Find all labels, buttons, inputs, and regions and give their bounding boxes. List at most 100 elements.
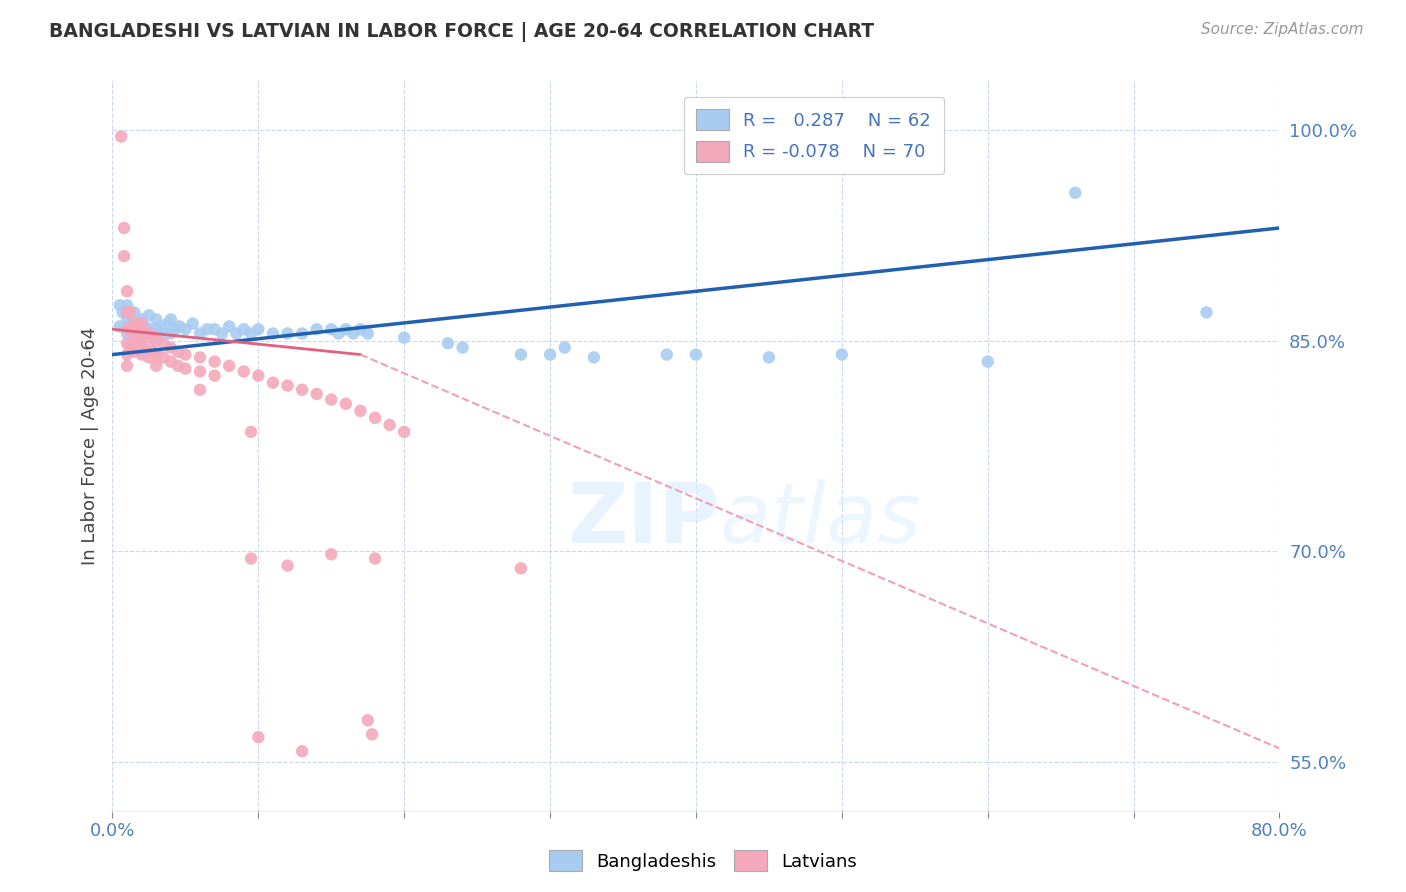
Point [115, 298, 138, 312]
Point [305, 322, 328, 336]
Point [181, 317, 204, 331]
Text: atlas: atlas [720, 479, 921, 559]
Point [169, 319, 191, 334]
Point [232, 322, 254, 336]
Point [291, 875, 314, 889]
Legend: R =   0.287    N = 62, R = -0.078    N = 70: R = 0.287 N = 62, R = -0.078 N = 70 [683, 96, 943, 175]
Point [145, 347, 167, 362]
Point [291, 326, 314, 341]
Point [149, 319, 172, 334]
Point [655, 347, 678, 362]
Point [128, 336, 150, 351]
Point [145, 322, 167, 336]
Point [131, 317, 153, 331]
Point [188, 383, 211, 397]
Point [124, 315, 146, 329]
Point [240, 425, 263, 439]
Point [276, 558, 298, 573]
Point [437, 336, 460, 351]
Point [124, 305, 146, 319]
Point [976, 354, 998, 368]
Point [305, 387, 328, 401]
Point [509, 347, 531, 362]
Point [451, 341, 474, 355]
Point [361, 727, 384, 741]
Point [108, 319, 131, 334]
Point [115, 326, 138, 341]
Point [138, 341, 160, 355]
Point [247, 322, 270, 336]
Point [118, 341, 141, 355]
Point [174, 347, 197, 362]
Point [115, 336, 138, 351]
Point [152, 326, 174, 341]
Point [240, 326, 263, 341]
Point [124, 331, 146, 345]
Legend: Bangladeshis, Latvians: Bangladeshis, Latvians [541, 843, 865, 879]
Point [247, 368, 270, 383]
Point [364, 551, 387, 566]
Point [335, 397, 357, 411]
Text: BANGLADESHI VS LATVIAN IN LABOR FORCE | AGE 20-64 CORRELATION CHART: BANGLADESHI VS LATVIAN IN LABOR FORCE | … [49, 22, 875, 42]
Point [115, 347, 138, 362]
Point [160, 354, 183, 368]
Point [134, 344, 156, 359]
Point [218, 359, 240, 373]
Point [138, 326, 160, 341]
Point [276, 326, 298, 341]
Point [378, 417, 401, 432]
Point [131, 326, 153, 341]
Y-axis label: In Labor Force | Age 20-64: In Labor Force | Age 20-64 [80, 326, 98, 566]
Point [357, 326, 380, 341]
Point [276, 378, 298, 392]
Point [115, 322, 138, 336]
Point [342, 326, 364, 341]
Point [128, 319, 150, 334]
Point [321, 547, 343, 561]
Point [335, 322, 357, 336]
Point [247, 730, 270, 744]
Point [349, 322, 371, 336]
Point [134, 319, 156, 334]
Point [124, 344, 146, 359]
Point [124, 326, 146, 341]
Point [131, 347, 153, 362]
Point [122, 317, 145, 331]
Point [211, 326, 233, 341]
Point [225, 326, 247, 341]
Point [538, 347, 561, 362]
Point [218, 319, 240, 334]
Point [142, 331, 165, 345]
Point [394, 331, 416, 345]
Point [115, 359, 138, 373]
Point [291, 744, 314, 758]
Point [118, 319, 141, 334]
Point [111, 305, 134, 319]
Point [262, 326, 284, 341]
Point [188, 326, 211, 341]
Point [582, 351, 605, 365]
Point [554, 341, 576, 355]
Point [160, 326, 183, 341]
Text: ZIP: ZIP [567, 479, 720, 559]
Point [138, 322, 160, 336]
Point [142, 344, 165, 359]
Point [321, 322, 343, 336]
Point [1064, 186, 1087, 200]
Point [174, 322, 197, 336]
Point [321, 392, 343, 407]
Point [118, 305, 141, 319]
Point [138, 351, 160, 365]
Point [195, 322, 218, 336]
Point [1195, 305, 1218, 319]
Point [174, 361, 197, 376]
Point [128, 322, 150, 336]
Point [188, 351, 211, 365]
Point [138, 308, 160, 322]
Point [152, 351, 174, 365]
Point [204, 354, 226, 368]
Text: Source: ZipAtlas.com: Source: ZipAtlas.com [1201, 22, 1364, 37]
Point [115, 305, 138, 319]
Point [262, 376, 284, 390]
Point [115, 312, 138, 326]
